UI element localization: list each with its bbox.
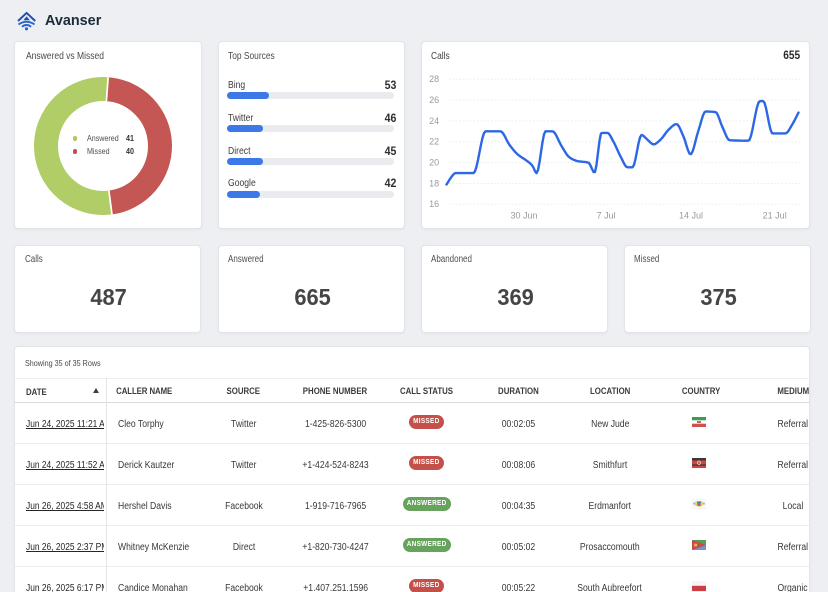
svg-text:24: 24 bbox=[429, 116, 439, 126]
svg-text:26: 26 bbox=[429, 95, 439, 105]
svg-text:16: 16 bbox=[429, 199, 439, 209]
svg-text:21 Jul: 21 Jul bbox=[762, 211, 786, 221]
svg-text:14 Jul: 14 Jul bbox=[678, 211, 702, 221]
svg-text:18: 18 bbox=[429, 178, 439, 188]
svg-text:22: 22 bbox=[429, 137, 439, 147]
svg-text:7 Jul: 7 Jul bbox=[596, 211, 615, 221]
svg-text:30 Jun: 30 Jun bbox=[510, 211, 537, 221]
svg-text:28: 28 bbox=[429, 74, 439, 84]
svg-text:20: 20 bbox=[429, 158, 439, 168]
